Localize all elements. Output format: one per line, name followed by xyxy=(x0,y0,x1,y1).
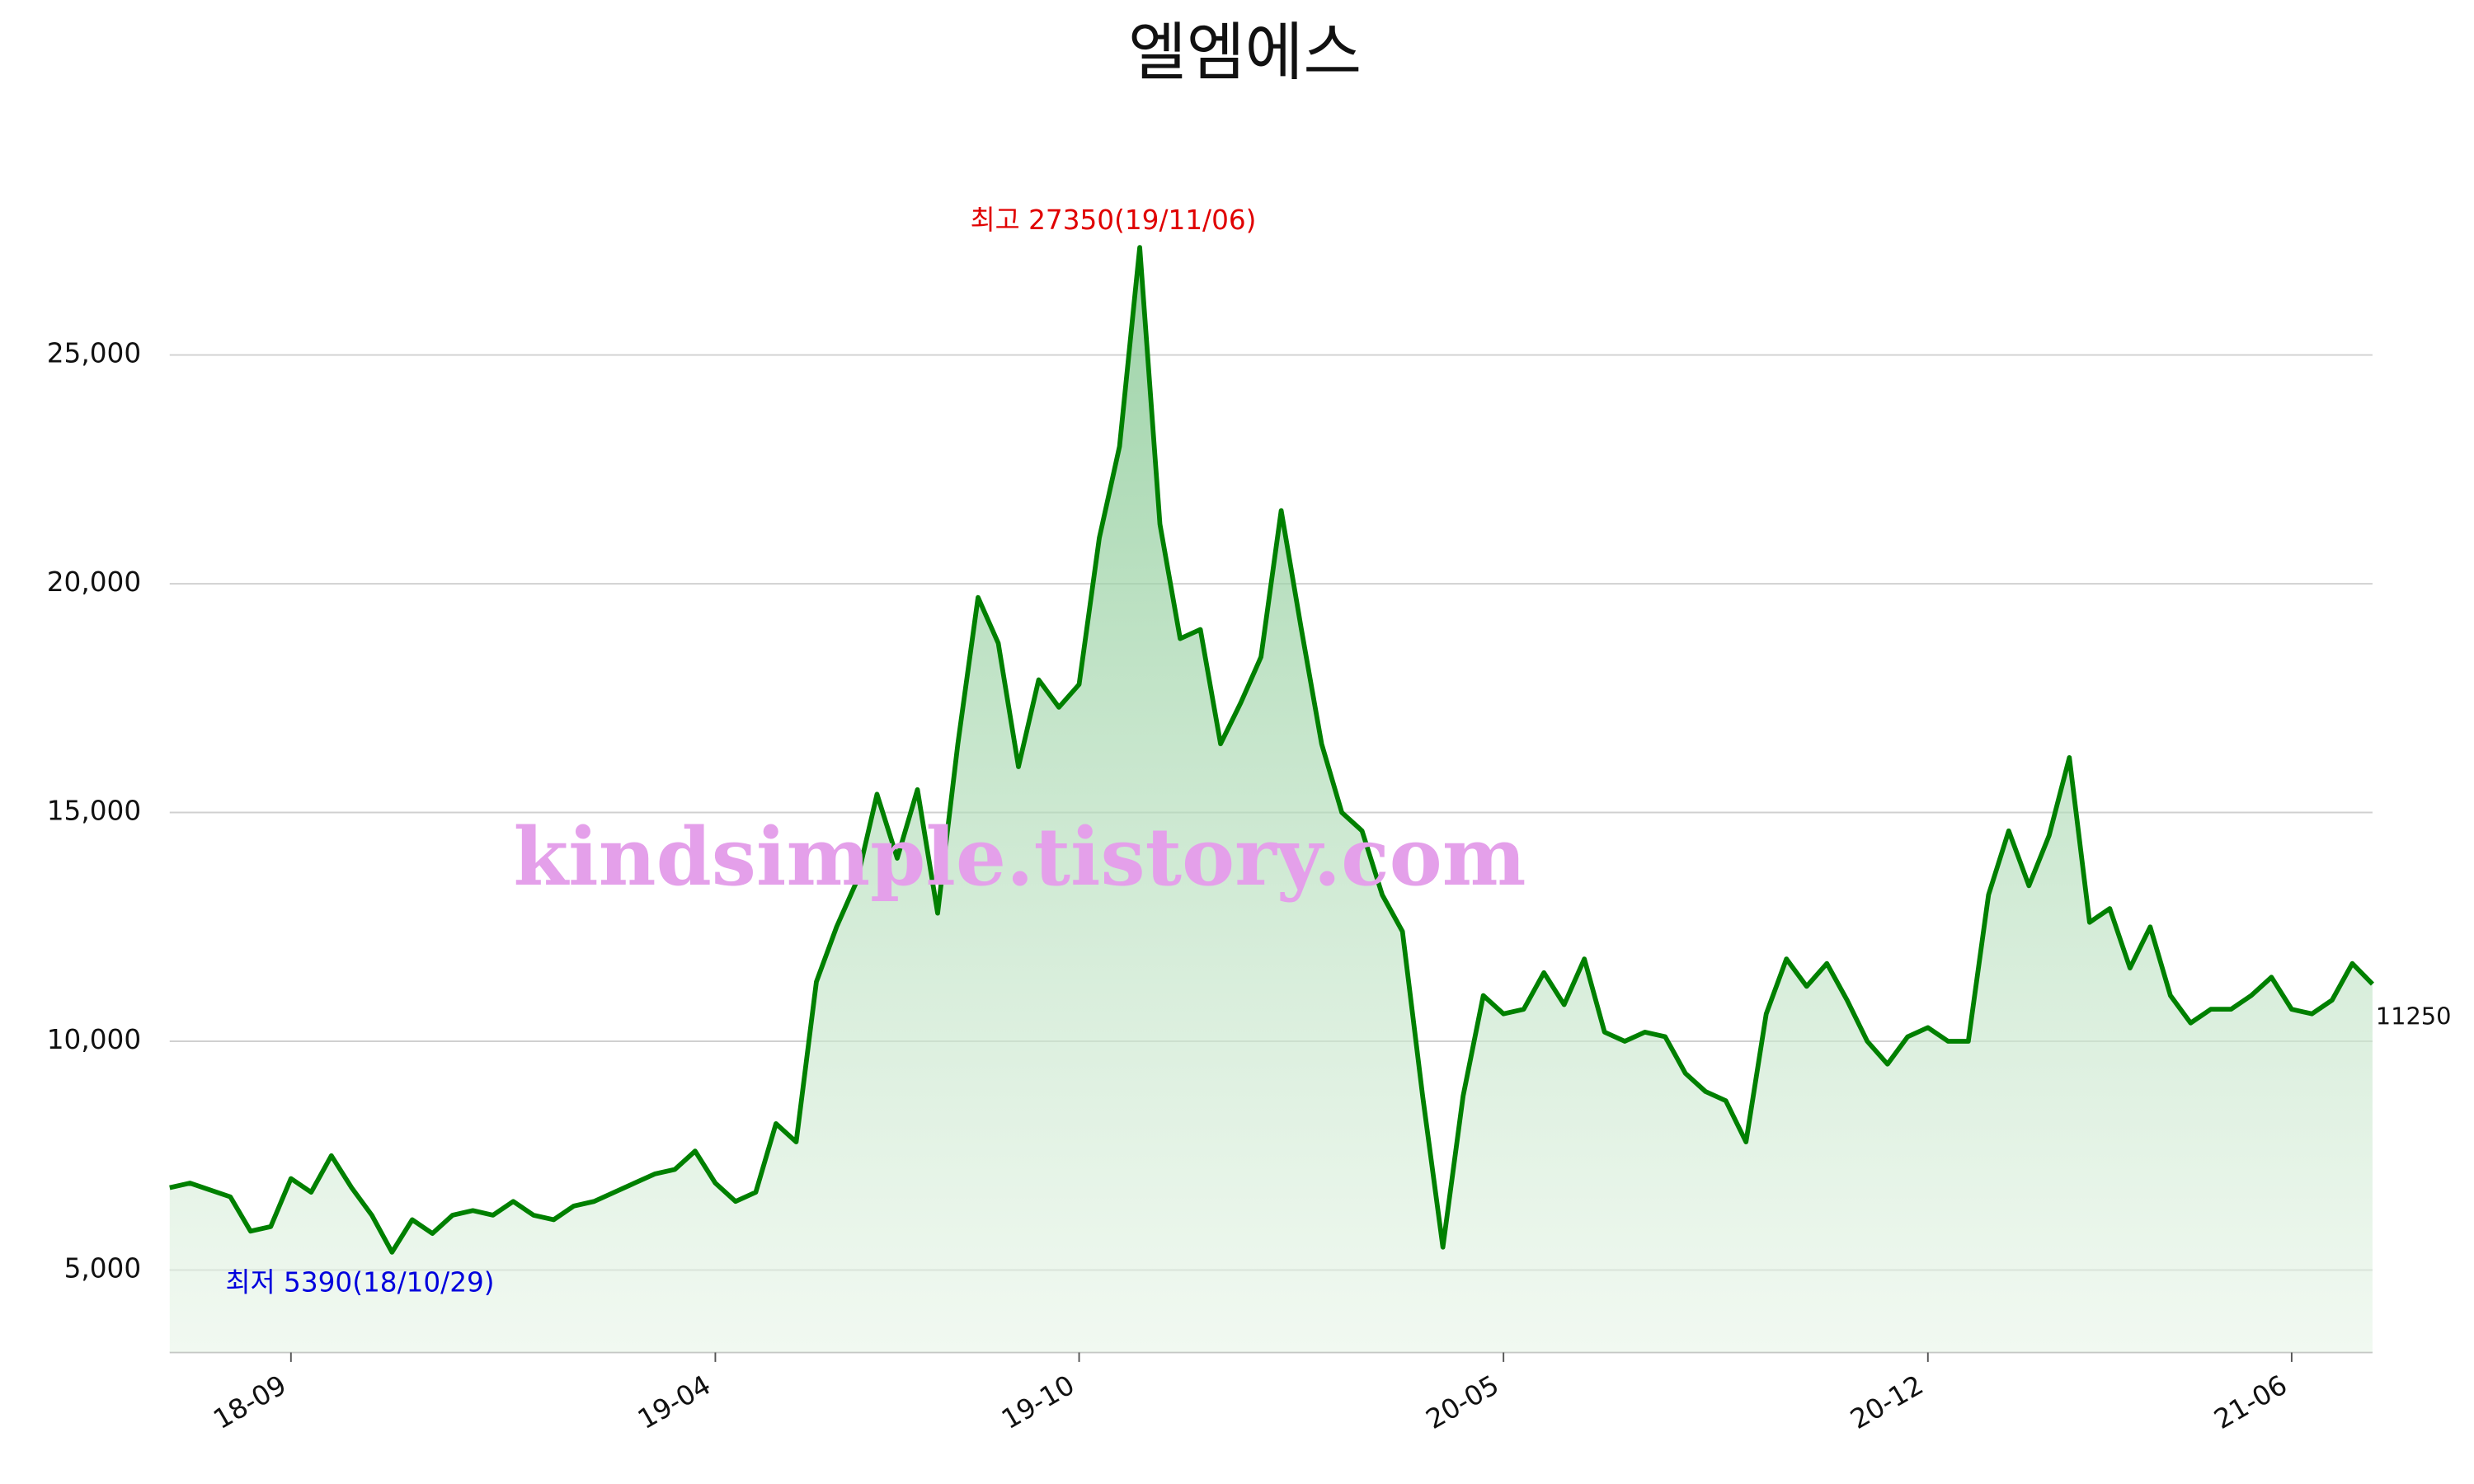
high-annotation: 최고 27350(19/11/06) xyxy=(971,204,1257,236)
y-tick-label: 25,000 xyxy=(47,338,141,369)
last-annotation: 11250 xyxy=(2376,1003,2452,1031)
watermark: kindsimple.tistory.com xyxy=(514,810,1526,904)
x-tick-label: 20-12 xyxy=(1845,1369,1928,1435)
x-tick-label: 20-05 xyxy=(1421,1369,1504,1435)
y-tick-label: 10,000 xyxy=(47,1024,141,1055)
area-fill xyxy=(169,247,2373,1353)
low-annotation: 최저 5390(18/10/29) xyxy=(226,1267,495,1298)
price-line xyxy=(169,245,2374,1255)
x-tick-label: 18-09 xyxy=(208,1369,291,1435)
chart-title: 엘엠에스 xyxy=(1128,16,1362,90)
x-tick-label: 21-06 xyxy=(2208,1369,2292,1435)
plot-area xyxy=(169,245,2374,1353)
y-tick-label: 15,000 xyxy=(47,796,141,827)
y-tick-label: 5,000 xyxy=(64,1252,142,1284)
y-tick-label: 20,000 xyxy=(47,566,141,598)
x-tick-label: 19-04 xyxy=(633,1369,716,1435)
x-tick-label: 19-10 xyxy=(996,1369,1079,1435)
